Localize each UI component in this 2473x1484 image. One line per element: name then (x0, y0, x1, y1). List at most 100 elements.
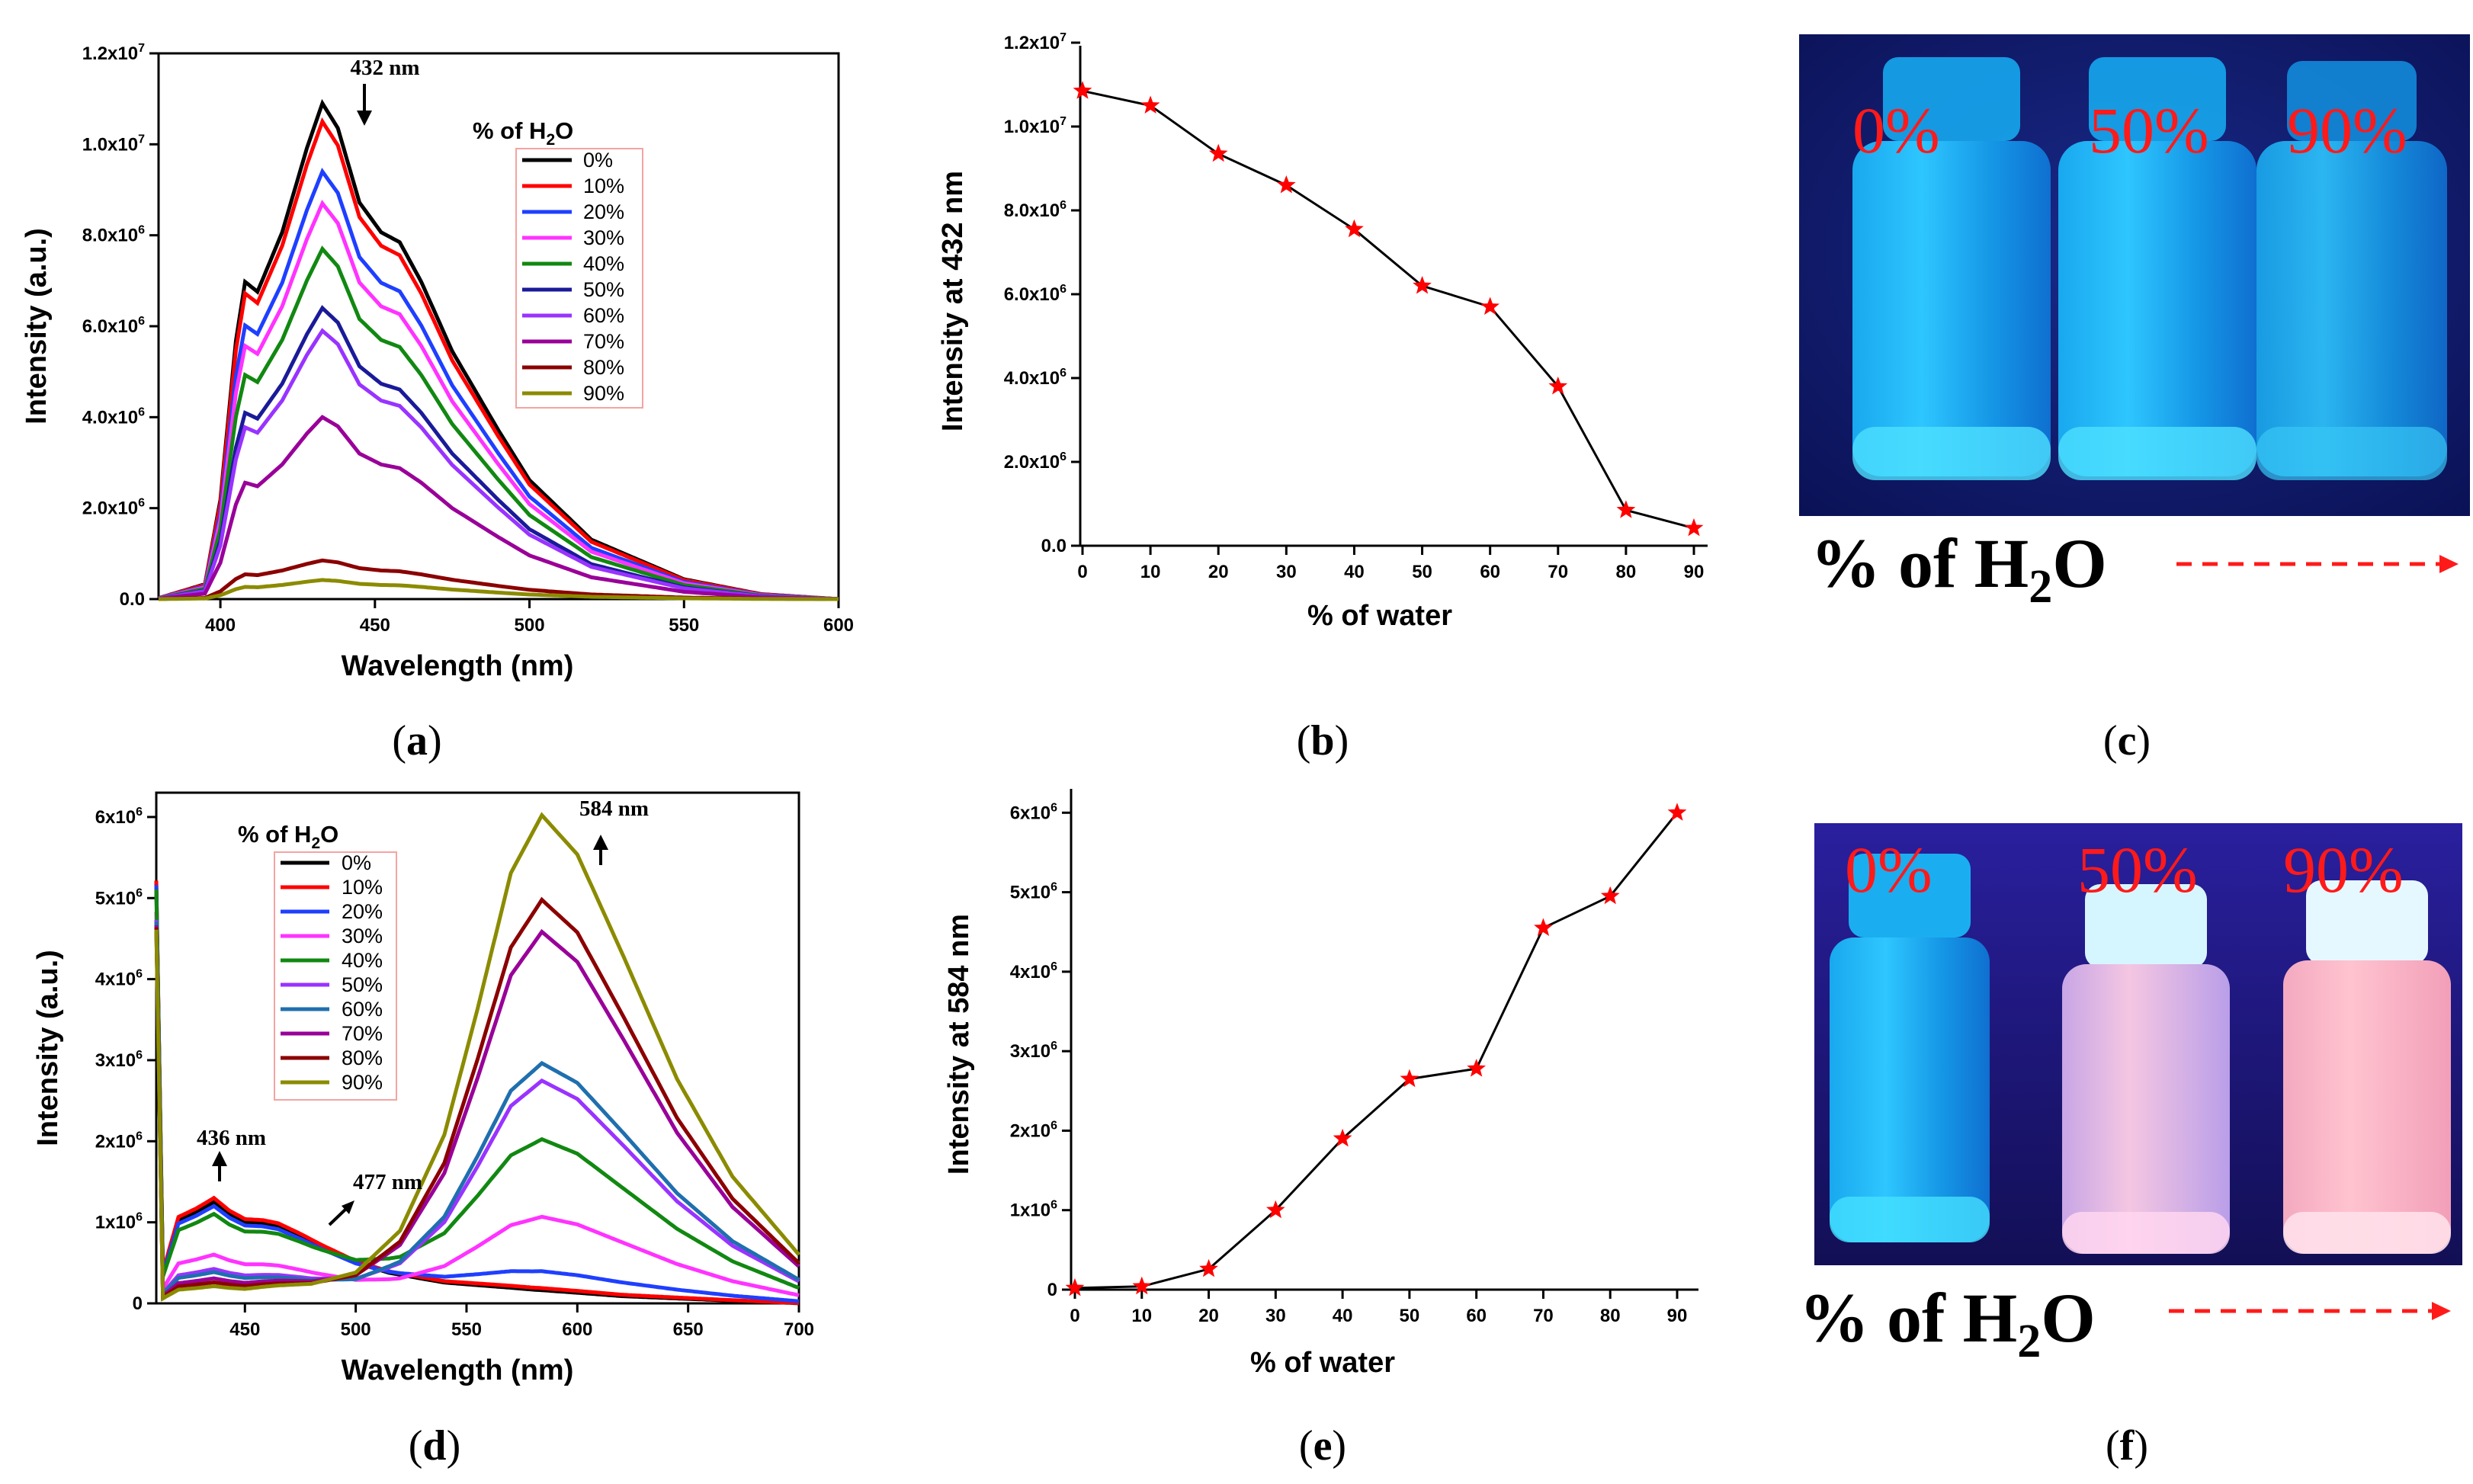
vial-c-3 (2256, 61, 2447, 480)
x-axis-label-a: Wavelength (nm) (342, 650, 574, 682)
legend-label-d: 50% (342, 973, 383, 996)
x-tick-label-e: 80 (1600, 1306, 1621, 1326)
y-tick-label-e: 6x106 (1010, 801, 1057, 823)
x-tick-label-a: 450 (360, 615, 390, 636)
legend-label-d: 80% (342, 1046, 383, 1069)
data-point-b (1684, 518, 1704, 537)
y-tick-label-e: 2x106 (1010, 1119, 1057, 1141)
legend-box-d (274, 851, 397, 1101)
series-line-d (154, 921, 800, 1299)
x-ticks-a: 400 450 500 550 600 (205, 599, 854, 636)
legend-d: 0%10%20%30%40%50%60%70%80%90% (281, 851, 383, 1094)
data-point-b (1413, 276, 1432, 294)
series-line-a (158, 167, 839, 601)
annotation-436nm: 436 nm (197, 1126, 266, 1150)
y-axis-label-b: Intensity at 432 nm (937, 171, 969, 431)
legend-label-a: 0% (583, 149, 613, 171)
y-tick-label-d: 4x106 (95, 968, 143, 990)
x-tick-label-d: 650 (673, 1319, 704, 1340)
x-tick-label-b: 60 (1480, 562, 1500, 582)
x-ticks-b: 0 10 20 30 40 50 60 70 80 90 (1077, 546, 1704, 582)
data-point-e (1467, 1059, 1486, 1077)
plot-frame-d (155, 791, 800, 1305)
y-tick-label-a: 4.0x106 (82, 405, 145, 428)
y-tick-label-b: 1.0x107 (1004, 115, 1067, 137)
x-tick-label-b: 40 (1344, 562, 1365, 582)
y-tick-label-b: 2.0x106 (1004, 450, 1067, 473)
vial-c-2 (2058, 57, 2256, 480)
series-line-d (154, 885, 800, 1303)
chart-a: 0.0 2.0x106 4.0x106 6.0x106 8.0x106 1.0x107 1.… (21, 42, 854, 682)
y-tick-label-a: 1.0x107 (82, 133, 145, 155)
legend-label-a: 70% (583, 330, 624, 353)
chart-e: 0 1x106 2x106 3x106 4x106 5x106 6x106 0 10 20 30 4… (943, 789, 1698, 1379)
legend-label-d: 90% (342, 1071, 383, 1094)
legend-label-a: 90% (583, 382, 624, 405)
annotation-477nm: 477 nm (353, 1170, 422, 1194)
y-tick-label-d: 0 (133, 1293, 143, 1314)
vial-f-1 (1830, 854, 1990, 1242)
data-point-e (1400, 1069, 1419, 1088)
y-tick-label-e: 0 (1047, 1280, 1057, 1300)
photo-label-f-0: 0% (1845, 833, 1933, 906)
y-axis-label-a: Intensity (a.u.) (21, 228, 53, 425)
series-line-d (154, 883, 800, 1306)
series-line-a (158, 117, 839, 601)
data-point-b (1208, 143, 1228, 162)
data-point-e (1600, 886, 1620, 905)
y-tick-label-a: 8.0x106 (82, 224, 145, 246)
x-tick-label-b: 10 (1140, 562, 1161, 582)
y-tick-label-b: 0.0 (1041, 536, 1067, 556)
y-tick-label-b: 4.0x106 (1004, 367, 1067, 389)
x-tick-label-e: 0 (1070, 1306, 1079, 1326)
data-point-e (1667, 803, 1687, 821)
x-tick-label-e: 10 (1131, 1306, 1152, 1326)
series-line-d (154, 880, 800, 1306)
data-point-e (1266, 1200, 1285, 1219)
y-ticks-b: 0.0 2.0x106 4.0x106 6.0x106 8.0x106 1.0x107 1.… (1004, 31, 1080, 556)
y-tick-label-b: 6.0x106 (1004, 283, 1067, 305)
legend-label-a: 80% (583, 356, 624, 379)
data-point-e (1065, 1277, 1085, 1296)
y-tick-label-e: 3x106 (1010, 1040, 1057, 1062)
data-point-b (1480, 296, 1500, 315)
panel-label-b: (b) (1297, 717, 1349, 764)
x-tick-label-e: 60 (1466, 1306, 1487, 1326)
series-line-a (158, 245, 839, 601)
x-tick-label-b: 90 (1684, 562, 1705, 582)
legend-label-d: 20% (342, 900, 383, 923)
annotation-584nm: 584 nm (579, 796, 649, 821)
panel-label-a: (a) (392, 717, 441, 764)
photo-caption-f: % of H2O (1799, 1279, 2096, 1367)
x-tick-label-e: 90 (1667, 1306, 1688, 1326)
series-line-d (154, 912, 800, 1297)
arrow-icon-f (2169, 1302, 2451, 1320)
data-point-e (1199, 1258, 1218, 1277)
y-ticks-a: 0.0 2.0x106 4.0x106 6.0x106 8.0x106 1.0x107 1.… (82, 42, 159, 610)
x-tick-label-e: 70 (1533, 1306, 1554, 1326)
arrow-icon-c (2176, 555, 2459, 573)
series-e (1065, 803, 1687, 1296)
y-tick-label-a: 0.0 (120, 589, 145, 610)
series-lines-d (154, 812, 800, 1306)
x-axis-label-b: % of water (1307, 600, 1452, 632)
panel-label-d: (d) (409, 1422, 460, 1470)
y-axis-label-d: Intensity (a.u.) (32, 950, 64, 1146)
series-line-a (158, 328, 839, 601)
annotation-arrow-477 (328, 1200, 354, 1226)
x-tick-label-e: 30 (1265, 1306, 1286, 1326)
x-tick-label-b: 20 (1208, 562, 1229, 582)
x-tick-label-b: 0 (1077, 562, 1087, 582)
legend-a: 0% 10% 20% 30% 40% 50% 60% 70% 80% 90% (522, 149, 624, 405)
x-tick-label-e: 40 (1333, 1306, 1353, 1326)
legend-label-a: 50% (583, 278, 624, 301)
photo-label-c-0: 0% (1852, 94, 1940, 167)
x-tick-label-a: 500 (515, 615, 545, 636)
photo-label-f-50: 50% (2077, 833, 2198, 906)
y-tick-label-e: 4x106 (1010, 960, 1057, 982)
data-point-b (1345, 219, 1364, 238)
vial-f-2 (2062, 884, 2230, 1254)
x-tick-label-b: 30 (1276, 562, 1297, 582)
series-line-d (154, 889, 800, 1290)
